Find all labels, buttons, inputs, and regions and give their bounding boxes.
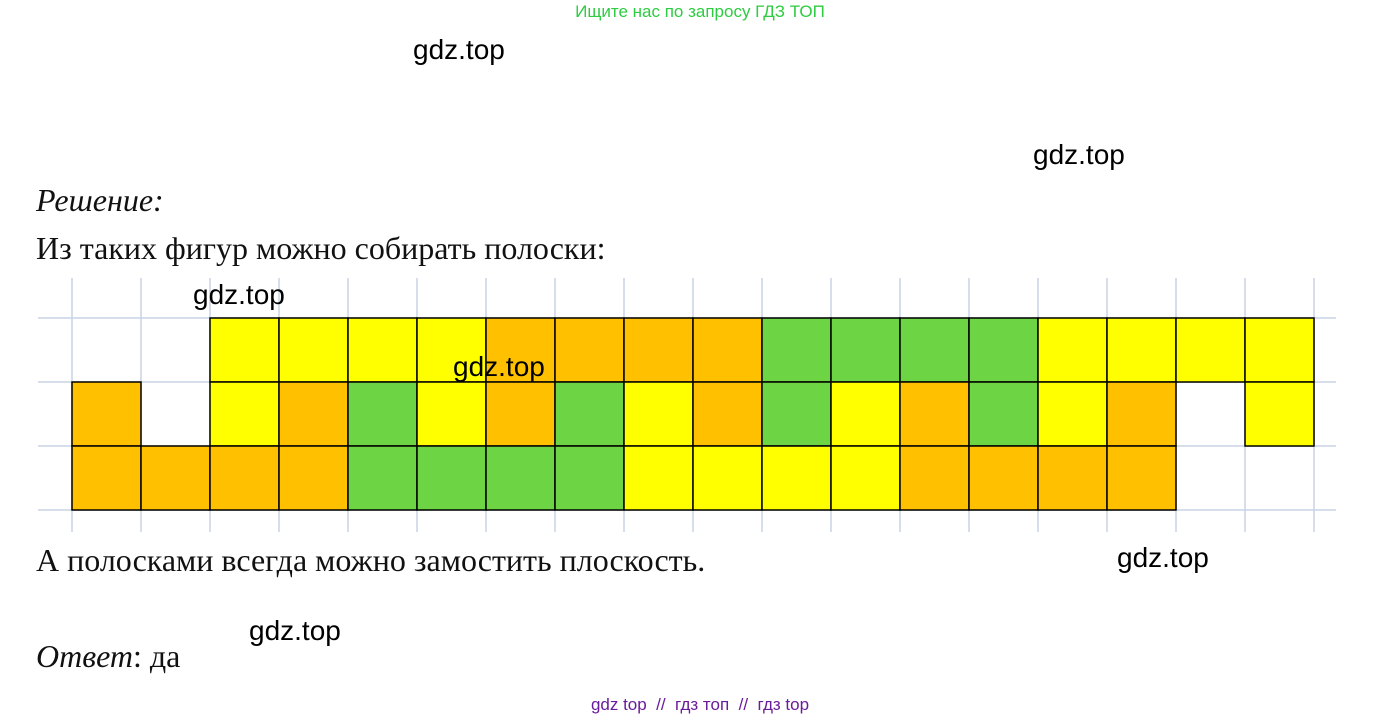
- cell: [1037, 445, 1108, 511]
- cell: [1106, 445, 1177, 511]
- cell: [1175, 317, 1246, 383]
- cell: [623, 381, 694, 447]
- answer: Ответ: да: [36, 638, 180, 675]
- cell: [830, 381, 901, 447]
- cell: [347, 445, 418, 511]
- solution-label: Решение:: [36, 182, 164, 218]
- cell: [209, 445, 280, 511]
- cell: [554, 317, 625, 383]
- cell: [416, 445, 487, 511]
- cell: [554, 445, 625, 511]
- cell: [623, 317, 694, 383]
- cell: [485, 381, 556, 447]
- cell: [899, 445, 970, 511]
- cell: [899, 381, 970, 447]
- cell: [485, 445, 556, 511]
- cell: [347, 317, 418, 383]
- cell: [692, 381, 763, 447]
- header-text: Ищите нас по запросу ГДЗ ТОП: [575, 2, 825, 21]
- cell: [1037, 381, 1108, 447]
- watermark: gdz.top: [1033, 139, 1125, 170]
- answer-label: Ответ: [36, 638, 133, 674]
- watermark: gdz.top: [193, 279, 285, 310]
- cell: [830, 445, 901, 511]
- cell: [761, 381, 832, 447]
- footer-text: gdz top // гдз топ // гдз top: [590, 695, 810, 714]
- cell: [554, 381, 625, 447]
- cell: [209, 381, 280, 447]
- cell: [71, 445, 142, 511]
- cell: [1244, 317, 1315, 383]
- cell: [1244, 381, 1315, 447]
- cell: [1106, 381, 1177, 447]
- cell: [209, 317, 280, 383]
- cell: [278, 317, 349, 383]
- answer-text: : да: [133, 638, 181, 674]
- solution-conclusion: А полосками всегда можно замостить плоск…: [36, 542, 706, 578]
- watermark: gdz.top: [1117, 542, 1209, 573]
- cell: [347, 381, 418, 447]
- cell: [968, 381, 1039, 447]
- cell: [899, 317, 970, 383]
- cell: [140, 445, 211, 511]
- cell: [692, 317, 763, 383]
- cell: [278, 445, 349, 511]
- cell: [416, 381, 487, 447]
- solution-text: Из таких фигур можно собирать полоски:: [36, 230, 606, 266]
- cell: [278, 381, 349, 447]
- cell: [623, 445, 694, 511]
- cell: [968, 317, 1039, 383]
- cell: [71, 381, 142, 447]
- cell: [830, 317, 901, 383]
- cell: [761, 317, 832, 383]
- cell: [968, 445, 1039, 511]
- cell: [692, 445, 763, 511]
- watermark: gdz.top: [249, 615, 341, 646]
- cell: [1037, 317, 1108, 383]
- cell: [1106, 317, 1177, 383]
- cell: [761, 445, 832, 511]
- watermark: gdz.top: [413, 34, 505, 65]
- watermark: gdz.top: [453, 351, 545, 382]
